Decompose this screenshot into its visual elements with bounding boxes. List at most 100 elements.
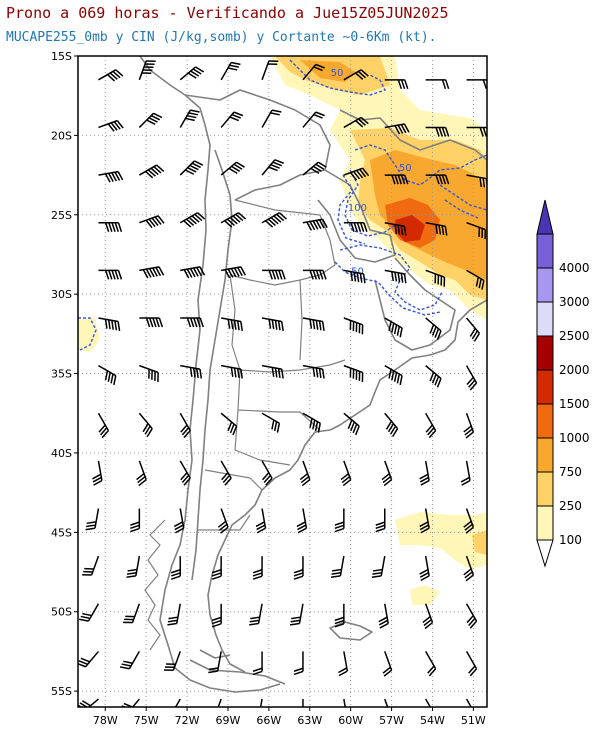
wind-barb: [92, 460, 103, 486]
cape-area-250: [472, 530, 487, 555]
wind-barb: [465, 365, 478, 391]
colorbar-swatch: [536, 301, 554, 337]
colorbar-swatch: [536, 403, 554, 439]
wind-barb: [343, 317, 364, 335]
wind-barb: [163, 651, 181, 671]
wind-barb: [419, 556, 430, 582]
colorbar-label: 3000: [559, 295, 590, 309]
wind-barb: [208, 651, 222, 674]
wind-barb: [419, 508, 430, 534]
wind-barb: [261, 317, 284, 331]
wind-barb: [98, 364, 117, 386]
wind-barb: [425, 651, 437, 677]
wind-barb: [180, 364, 203, 379]
lon-tick-label: 51W: [461, 714, 486, 727]
wind-barb: [384, 221, 407, 236]
lat-tick-label: 35S: [51, 368, 72, 381]
wind-barb: [139, 266, 165, 279]
wind-barb: [334, 603, 345, 628]
wind-barb: [384, 317, 403, 338]
wind-barb: [302, 161, 327, 176]
wind-barb: [220, 212, 247, 228]
wind-barb: [425, 412, 437, 439]
wind-barb: [261, 109, 282, 128]
colorbar-swatch: [536, 233, 554, 269]
lat-tick-label: 20S: [51, 129, 72, 142]
andes-border: [191, 149, 233, 581]
wind-barb: [217, 508, 229, 534]
wind-barb: [466, 126, 487, 137]
wind-barbs: [78, 60, 487, 707]
wind-barb: [171, 556, 181, 580]
wind-barb: [139, 215, 165, 229]
colorbar-end-triangle: [536, 199, 554, 235]
wind-barb: [98, 269, 123, 280]
wind-barb: [384, 698, 389, 707]
wind-barb: [174, 698, 181, 707]
colorbar-label: 250: [559, 499, 582, 513]
wind-barb: [293, 651, 304, 676]
wind-barb: [173, 508, 185, 534]
wind-barb: [138, 412, 153, 438]
wind-barb: [343, 412, 360, 436]
wind-barb: [126, 556, 141, 578]
wind-barb: [136, 460, 147, 487]
colorbar: 100 250 750 1000 1500 2000 2500 3000 4000: [536, 199, 590, 568]
wind-barb: [343, 364, 364, 382]
cin-contour-label: 50: [331, 68, 344, 79]
wind-barb: [123, 603, 141, 624]
wind-barb: [463, 412, 475, 439]
cin-contour: [78, 317, 97, 351]
wind-barb: [302, 412, 322, 433]
paraguay-border: [317, 169, 396, 263]
wind-barb: [465, 651, 478, 677]
wind-barb: [293, 556, 304, 580]
wind-barb: [98, 69, 124, 82]
wind-barb: [261, 60, 279, 81]
wind-barb: [179, 160, 204, 176]
wind-barb: [211, 556, 222, 580]
wind-barb: [330, 556, 345, 578]
lon-tick-label: 63W: [297, 714, 322, 727]
wind-barb: [220, 161, 245, 176]
wind-barb: [179, 212, 206, 228]
wind-barb: [98, 119, 124, 132]
lat-tick-label: 15S: [51, 50, 72, 63]
wind-barb: [384, 364, 403, 386]
wind-barb: [465, 317, 481, 342]
wind-barb: [259, 698, 263, 707]
atlantic-coast: [207, 299, 487, 673]
wind-barb: [179, 412, 191, 439]
cin-contour: [344, 169, 396, 237]
lon-tick-label: 78W: [93, 714, 118, 727]
wind-barb: [252, 556, 263, 580]
lon-tick-label: 54W: [420, 714, 445, 727]
wind-barb: [296, 508, 308, 534]
wind-barb: [343, 221, 368, 232]
lon-tick-label: 66W: [256, 714, 281, 727]
wind-barb: [384, 79, 409, 90]
wind-barb: [343, 698, 347, 707]
cin-contour-label: 50: [351, 266, 364, 277]
colorbar-swatch: [536, 335, 554, 371]
wind-barb: [302, 364, 325, 379]
lat-tick-label: 25S: [51, 209, 72, 222]
wind-barb: [422, 603, 434, 630]
wind-barb: [220, 61, 241, 81]
wind-barb: [466, 269, 485, 290]
wind-barb: [261, 412, 281, 433]
colorbar-swatch: [536, 267, 554, 303]
cape-area-100: [78, 318, 100, 352]
wind-barb: [425, 174, 450, 185]
colorbar-label: 2000: [559, 363, 590, 377]
wind-barb: [465, 603, 478, 629]
wind-barb: [221, 364, 243, 379]
wind-barb: [79, 603, 100, 622]
cin-labels: 50 50 100 50: [331, 68, 412, 277]
lat-tick-label: 45S: [51, 526, 72, 539]
colorbar-label: 4000: [559, 261, 590, 275]
wind-barb: [85, 508, 100, 531]
lat-tick-label: 55S: [51, 685, 72, 698]
wind-barb: [425, 269, 446, 287]
